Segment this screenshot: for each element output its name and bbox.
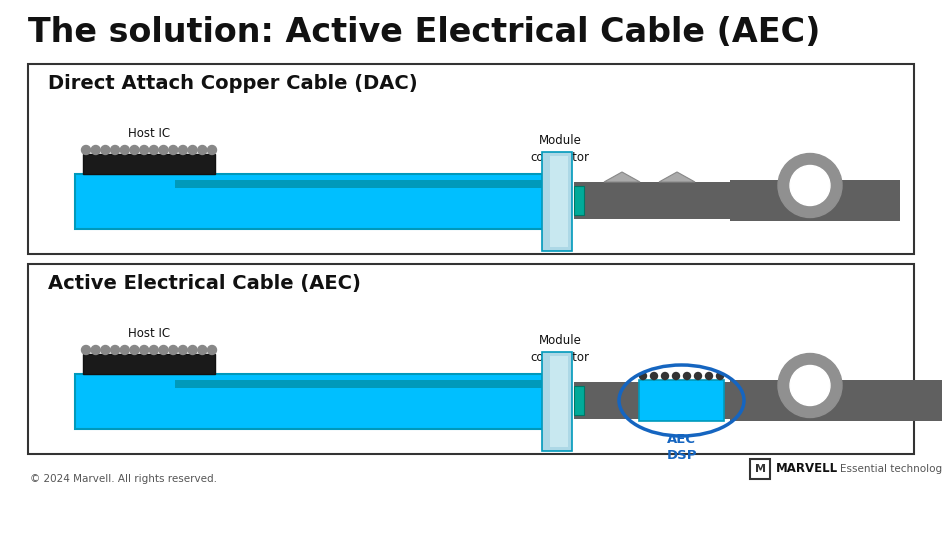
- Text: Essential technology, done right™: Essential technology, done right™: [840, 464, 942, 474]
- Circle shape: [130, 145, 139, 154]
- Circle shape: [110, 345, 120, 355]
- Circle shape: [91, 345, 100, 355]
- Circle shape: [101, 345, 110, 355]
- Circle shape: [121, 145, 129, 154]
- Circle shape: [778, 153, 842, 218]
- Bar: [574, 182, 730, 219]
- Circle shape: [790, 366, 830, 405]
- Text: Host IC: Host IC: [128, 127, 171, 140]
- Circle shape: [790, 165, 830, 206]
- Bar: [28, 264, 914, 454]
- Bar: [730, 380, 942, 421]
- Circle shape: [188, 345, 197, 355]
- Bar: [750, 459, 770, 479]
- Circle shape: [101, 145, 110, 154]
- Text: © 2024 Marvell. All rights reserved.: © 2024 Marvell. All rights reserved.: [30, 474, 217, 484]
- Circle shape: [82, 145, 90, 154]
- Circle shape: [159, 145, 168, 154]
- Circle shape: [207, 145, 217, 154]
- Circle shape: [198, 345, 207, 355]
- Circle shape: [159, 345, 168, 355]
- Circle shape: [694, 373, 702, 380]
- Bar: [28, 64, 914, 254]
- Circle shape: [673, 373, 679, 380]
- Circle shape: [130, 345, 139, 355]
- Bar: [550, 156, 568, 247]
- Circle shape: [188, 145, 197, 154]
- Circle shape: [139, 145, 149, 154]
- Text: AEC
DSP: AEC DSP: [666, 433, 697, 462]
- Text: Module
connector: Module connector: [530, 334, 590, 364]
- Polygon shape: [604, 172, 640, 182]
- Circle shape: [651, 373, 658, 380]
- Bar: [639, 380, 724, 421]
- Circle shape: [169, 345, 178, 355]
- Bar: [75, 374, 570, 429]
- Polygon shape: [659, 172, 695, 182]
- Bar: [83, 354, 215, 374]
- Circle shape: [778, 354, 842, 417]
- Bar: [75, 174, 570, 229]
- Circle shape: [110, 145, 120, 154]
- Text: Module
connector: Module connector: [530, 134, 590, 164]
- Bar: [574, 386, 584, 415]
- Bar: [542, 352, 572, 451]
- Circle shape: [684, 373, 690, 380]
- Circle shape: [198, 145, 207, 154]
- Circle shape: [121, 345, 129, 355]
- Text: Host IC: Host IC: [128, 327, 171, 340]
- Circle shape: [178, 145, 187, 154]
- Circle shape: [640, 373, 646, 380]
- Text: Direct Attach Copper Cable (DAC): Direct Attach Copper Cable (DAC): [48, 74, 417, 93]
- Text: MARVELL: MARVELL: [776, 462, 838, 475]
- Text: The solution: Active Electrical Cable (AEC): The solution: Active Electrical Cable (A…: [28, 16, 820, 49]
- Bar: [574, 382, 860, 419]
- Circle shape: [150, 145, 158, 154]
- Bar: [550, 356, 568, 447]
- Text: M: M: [755, 464, 766, 474]
- Circle shape: [661, 373, 669, 380]
- Bar: [730, 180, 900, 221]
- Circle shape: [717, 373, 723, 380]
- Bar: [175, 180, 570, 188]
- Circle shape: [82, 345, 90, 355]
- Text: Active Electrical Cable (AEC): Active Electrical Cable (AEC): [48, 274, 361, 293]
- Circle shape: [706, 373, 712, 380]
- Bar: [83, 154, 215, 174]
- Bar: [574, 186, 584, 215]
- Circle shape: [169, 145, 178, 154]
- Circle shape: [207, 345, 217, 355]
- Circle shape: [139, 345, 149, 355]
- Circle shape: [91, 145, 100, 154]
- Bar: [175, 380, 570, 388]
- Circle shape: [150, 345, 158, 355]
- Circle shape: [178, 345, 187, 355]
- Bar: [542, 152, 572, 251]
